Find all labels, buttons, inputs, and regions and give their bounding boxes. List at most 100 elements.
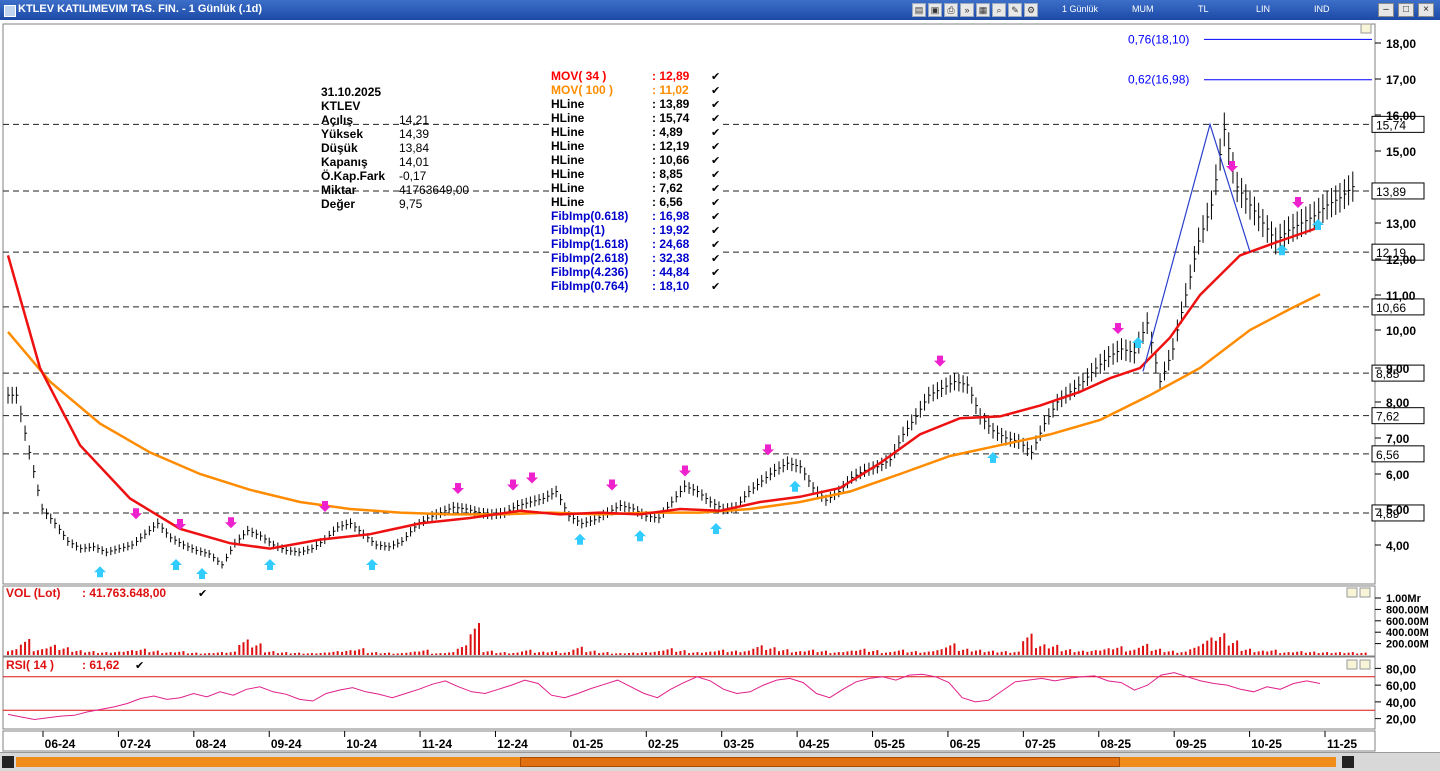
indicator-row-bg bbox=[549, 209, 719, 223]
buy-arrow-icon bbox=[574, 533, 586, 545]
stock-chart[interactable]: 15,74 13,89 12,19 10,66 8,85 7,62 6,56 4,89 0,7… bbox=[0, 20, 1440, 752]
hline-value-label: 8,85 bbox=[1376, 367, 1400, 381]
horizontal-scrollbar[interactable] bbox=[0, 752, 1440, 771]
date-axis-panel bbox=[2, 730, 1376, 752]
date-axis-tick-label: 11-25 bbox=[1327, 737, 1357, 751]
grid-icon[interactable]: ▦ bbox=[976, 3, 990, 17]
date-axis-tick-label: 06-24 bbox=[45, 737, 76, 751]
buy-arrow-icon bbox=[987, 452, 999, 463]
info-row-value: 14,39 bbox=[399, 127, 429, 141]
period-selector[interactable]: 1 Günlük bbox=[1062, 4, 1099, 14]
scroll-left-arrow-icon[interactable] bbox=[2, 756, 14, 768]
rsi-check-icon[interactable]: ✔ bbox=[135, 660, 144, 672]
indicator-row-value: : 10,66 bbox=[652, 153, 690, 167]
rsi-panel-restore-icon[interactable] bbox=[1346, 659, 1358, 670]
hline-value-box bbox=[1371, 182, 1425, 200]
indicator-check-icon: ✔ bbox=[711, 113, 720, 125]
info-row-label: Açılış bbox=[321, 113, 353, 127]
mum-toggle[interactable]: MUM bbox=[1132, 4, 1154, 14]
indicator-check-icon: ✔ bbox=[711, 127, 720, 139]
price-axis-tick-label: 9,00 bbox=[1386, 362, 1410, 376]
hline-value-label: 7,62 bbox=[1376, 410, 1400, 424]
scale-toggle[interactable]: LIN bbox=[1256, 4, 1271, 14]
indicator-row-label: FibImp(0.764) bbox=[551, 279, 628, 293]
indicator-check-icon: ✔ bbox=[711, 225, 720, 237]
chart-type-icon[interactable]: ▤ bbox=[912, 3, 926, 17]
indicator-row-bg bbox=[549, 181, 719, 195]
save-icon[interactable]: ▣ bbox=[928, 3, 942, 17]
indicator-row-value: : 19,92 bbox=[652, 223, 690, 237]
indicator-row-value: : 24,68 bbox=[652, 237, 690, 251]
date-axis-tick-label: 11-24 bbox=[422, 737, 452, 751]
info-row-value: 41763649,00 bbox=[399, 183, 469, 197]
rsi-panel-close-icon[interactable] bbox=[1359, 659, 1371, 670]
forward-icon[interactable]: » bbox=[960, 3, 974, 17]
scroll-thumb[interactable] bbox=[520, 757, 1120, 767]
hline-value-box bbox=[1371, 115, 1425, 133]
volume-panel-close-icon[interactable] bbox=[1359, 587, 1371, 598]
settings-icon[interactable]: ⚙ bbox=[1024, 3, 1038, 17]
minimize-button[interactable]: – bbox=[1378, 3, 1394, 17]
buy-arrow-icon bbox=[1276, 244, 1288, 256]
window-controls: – □ × bbox=[1378, 3, 1434, 17]
price-axis-tick-label: 5,00 bbox=[1386, 503, 1410, 517]
mov100-line bbox=[7, 293, 1321, 516]
indicator-row-label: MOV( 34 ) bbox=[551, 69, 606, 83]
date-axis-tick-label: 12-24 bbox=[497, 737, 528, 751]
indicator-check-icon: ✔ bbox=[711, 267, 720, 279]
info-row-value: -0,17 bbox=[399, 169, 427, 183]
indicator-row-label: HLine bbox=[551, 111, 585, 125]
date-axis: 06-24 07-24 08-24 09-24 10-24 11-24 12-24 01-25… bbox=[42, 731, 1357, 751]
indicator-row-bg bbox=[549, 153, 719, 167]
indicator-row-bg bbox=[549, 251, 719, 265]
hline-value-box bbox=[1371, 407, 1425, 425]
indicator-row-label: HLine bbox=[551, 125, 585, 139]
indicator-row-value: : 18,10 bbox=[652, 279, 690, 293]
volume-axis-tick-label: 1.00Mr bbox=[1386, 593, 1422, 605]
sell-arrow-icon bbox=[174, 519, 186, 530]
volume-check-icon[interactable]: ✔ bbox=[198, 588, 207, 600]
price-panel-menu-icon[interactable] bbox=[1360, 23, 1372, 34]
indicator-row-value: : 13,89 bbox=[652, 97, 690, 111]
window-title: KTLEV KATILIMEVIM TAS. FIN. - 1 Günlük (… bbox=[18, 3, 263, 15]
volume-axis-tick-label: 800.00M bbox=[1386, 604, 1429, 616]
info-date: 31.10.2025 bbox=[321, 85, 381, 99]
price-axis-tick-label: 7,00 bbox=[1386, 432, 1410, 446]
sell-arrow-icon bbox=[679, 465, 691, 477]
indicator-row-bg bbox=[549, 237, 719, 251]
app-icon[interactable] bbox=[4, 5, 16, 17]
zoom-icon[interactable]: ⌕ bbox=[992, 3, 1006, 17]
scroll-right-arrow-icon[interactable] bbox=[1342, 756, 1354, 768]
draw-icon[interactable]: ✎ bbox=[1008, 3, 1022, 17]
indicator-check-icon: ✔ bbox=[711, 183, 720, 195]
buy-arrow-icon bbox=[264, 559, 276, 570]
volume-axis-tick-label: 200.00M bbox=[1386, 639, 1429, 651]
buy-arrow-icon bbox=[1312, 219, 1324, 230]
fib-level-label: 0,76(18,10) bbox=[1128, 32, 1189, 46]
indicator-row-value: : 44,84 bbox=[652, 265, 690, 279]
print-icon[interactable]: ⎙ bbox=[944, 3, 958, 17]
buy-arrow-icon bbox=[789, 480, 801, 492]
fibonacci-levels: 0,76(18,10) 0,62(16,98) bbox=[1128, 32, 1372, 87]
hline-value-label: 12,19 bbox=[1376, 246, 1406, 260]
sell-arrow-icon bbox=[130, 508, 142, 520]
indicator-check-icon: ✔ bbox=[711, 239, 720, 251]
close-button[interactable]: × bbox=[1418, 3, 1434, 17]
rsi-value: : 61,62 bbox=[82, 658, 120, 672]
sell-arrow-icon bbox=[606, 479, 618, 491]
maximize-button[interactable]: □ bbox=[1398, 3, 1414, 17]
indicator-toggle[interactable]: IND bbox=[1314, 4, 1330, 14]
buy-arrow-icon bbox=[710, 523, 722, 534]
buy-arrow-icon bbox=[1132, 337, 1144, 348]
indicator-row-value: : 4,89 bbox=[652, 125, 683, 139]
currency-toggle[interactable]: TL bbox=[1198, 4, 1209, 14]
price-axis-tick-label: 6,00 bbox=[1386, 468, 1410, 482]
window-titlebar: KTLEV KATILIMEVIM TAS. FIN. - 1 Günlük (… bbox=[0, 0, 1440, 20]
volume-axis-tick-label: 600.00M bbox=[1386, 616, 1429, 628]
chart-toolbar: ▤ ▣ ⎙ » ▦ ⌕ ✎ ⚙ bbox=[912, 3, 1038, 17]
indicator-row-label: MOV( 100 ) bbox=[551, 83, 613, 97]
indicator-row-value: : 12,89 bbox=[652, 69, 690, 83]
volume-panel-restore-icon[interactable] bbox=[1346, 587, 1358, 598]
date-axis-tick-label: 02-25 bbox=[648, 737, 679, 751]
